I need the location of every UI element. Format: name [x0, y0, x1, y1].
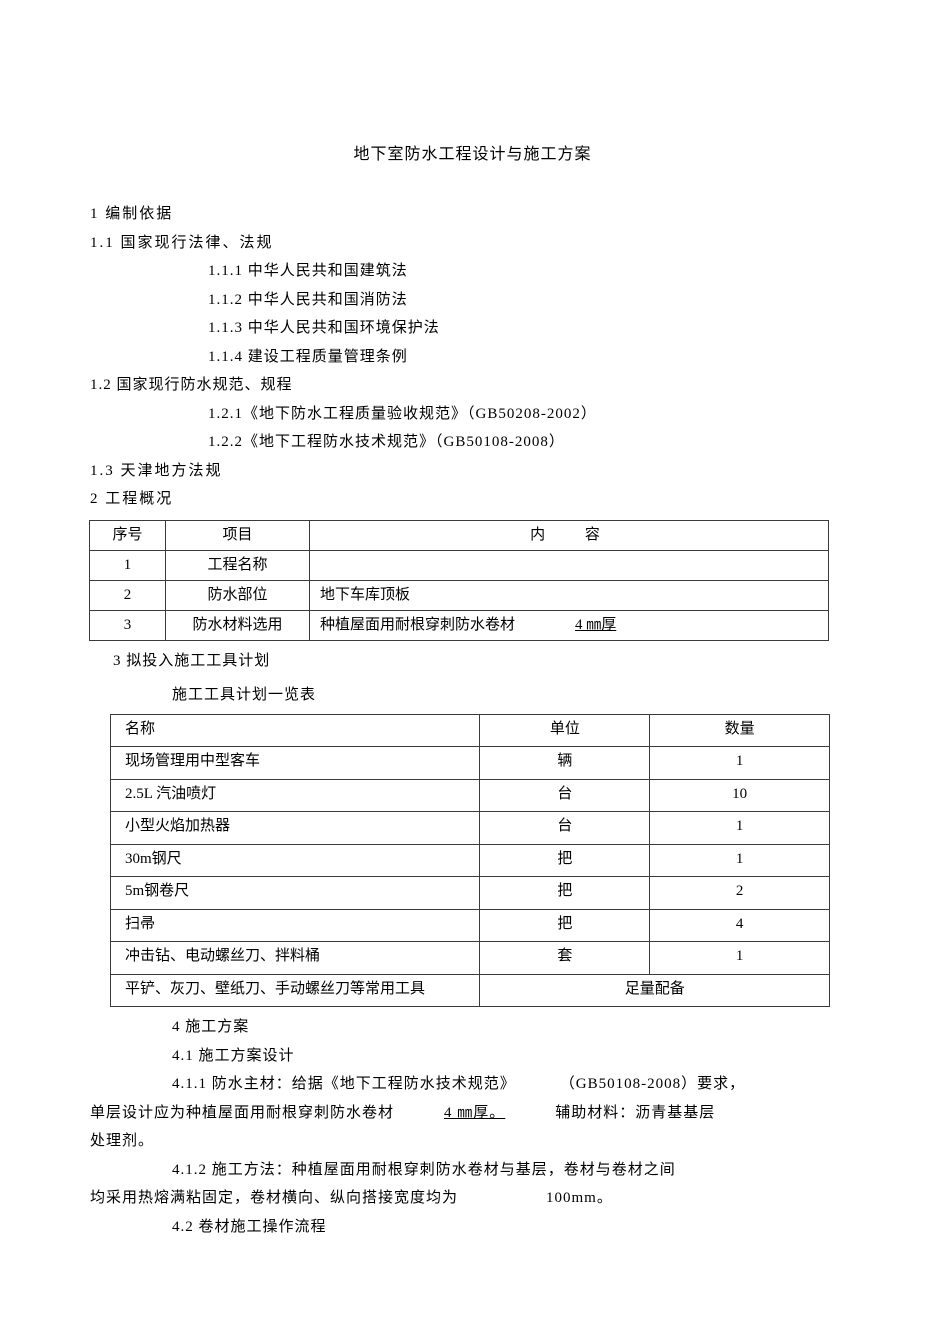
table2-caption: 施工工具计划一览表: [172, 681, 855, 710]
section-4-1: 4.1 施工方案设计: [172, 1042, 855, 1071]
cell-qty: 足量配备: [480, 974, 830, 1007]
cell-project: 工程名称: [166, 550, 310, 580]
cell-qty: 4: [650, 909, 830, 942]
item-1-1-3: 1.1.3 中华人民共和国环境保护法: [208, 314, 855, 343]
table-row: 2.5L 汽油喷灯 台 10: [111, 779, 830, 812]
text: （GB50108-2008）要求，: [560, 1076, 745, 1092]
material-name: 种植屋面用耐根穿刺防水卷材: [320, 617, 515, 633]
section-2: 2 工程概况: [90, 485, 855, 514]
item-1-2-2: 1.2.2《地下工程防水技术规范》（GB50108-2008）: [208, 428, 855, 457]
item-1-1-1: 1.1.1 中华人民共和国建筑法: [208, 257, 855, 286]
header-project: 项目: [166, 520, 310, 550]
cell-content: 种植屋面用耐根穿刺防水卷材 4 ㎜厚: [310, 610, 829, 640]
table-row: 平铲、灰刀、壁纸刀、手动螺丝刀等常用工具 足量配备: [111, 974, 830, 1007]
cell-qty: 1: [650, 844, 830, 877]
para-4-1-1-line2: 单层设计应为种植屋面用耐根穿刺防水卷材 4 ㎜厚。 辅助材料：沥青基基层: [90, 1099, 855, 1128]
text: 均采用热熔满粘固定，卷材横向、纵向搭接宽度均为: [90, 1190, 458, 1206]
section-1-1: 1.1 国家现行法律、法规: [90, 229, 855, 258]
table-row: 名称 单位 数量: [111, 714, 830, 747]
text: 100mm。: [546, 1190, 613, 1206]
item-1-1-2: 1.1.2 中华人民共和国消防法: [208, 286, 855, 315]
cell-name: 2.5L 汽油喷灯: [111, 779, 480, 812]
section-4-2: 4.2 卷材施工操作流程: [172, 1213, 855, 1242]
table-row: 小型火焰加热器 台 1: [111, 812, 830, 845]
table-row: 现场管理用中型客车 辆 1: [111, 747, 830, 780]
text: 辅助材料：沥青基基层: [555, 1105, 715, 1121]
para-4-1-1-line3: 处理剂。: [90, 1127, 855, 1156]
table-row: 序号 项目 内 容: [90, 520, 829, 550]
thickness-underline: 4 ㎜厚。: [444, 1105, 505, 1121]
cell-project: 防水材料选用: [166, 610, 310, 640]
list-1-1: 1.1.1 中华人民共和国建筑法 1.1.2 中华人民共和国消防法 1.1.3 …: [208, 257, 855, 371]
cell-content: 地下车库顶板: [310, 580, 829, 610]
table-row: 扫帚 把 4: [111, 909, 830, 942]
cell-unit: 把: [480, 877, 650, 910]
section-4: 4 施工方案: [172, 1013, 855, 1042]
cell-name: 小型火焰加热器: [111, 812, 480, 845]
section-3: 3 拟投入施工工具计划: [113, 647, 855, 676]
cell-unit: 台: [480, 779, 650, 812]
section-1-2: 1.2 国家现行防水规范、规程: [90, 371, 855, 400]
cell-name: 现场管理用中型客车: [111, 747, 480, 780]
section-1: 1 编制依据: [90, 200, 855, 229]
cell-qty: 2: [650, 877, 830, 910]
table-row: 3 防水材料选用 种植屋面用耐根穿刺防水卷材 4 ㎜厚: [90, 610, 829, 640]
header-qty: 数量: [650, 714, 830, 747]
cell-qty: 1: [650, 747, 830, 780]
cell-name: 5m钢卷尺: [111, 877, 480, 910]
text: 4.1.1 防水主材：给据《地下工程防水技术规范》: [172, 1076, 516, 1092]
section-1-3: 1.3 天津地方法规: [90, 457, 855, 486]
header-unit: 单位: [480, 714, 650, 747]
header-seq: 序号: [90, 520, 166, 550]
cell-content: [310, 550, 829, 580]
cell-qty: 10: [650, 779, 830, 812]
cell-qty: 1: [650, 812, 830, 845]
project-overview-table: 序号 项目 内 容 1 工程名称 2 防水部位 地下车库顶板 3 防水材料选用 …: [89, 520, 829, 641]
item-1-2-1: 1.2.1《地下防水工程质量验收规范》（GB50208-2002）: [208, 400, 855, 429]
header-content: 内 容: [310, 520, 829, 550]
cell-qty: 1: [650, 942, 830, 975]
para-4-1-1: 4.1.1 防水主材：给据《地下工程防水技术规范》 （GB50108-2008）要…: [172, 1070, 855, 1099]
para-4-1-2-line2: 均采用热熔满粘固定，卷材横向、纵向搭接宽度均为 100mm。: [90, 1184, 855, 1213]
list-1-2: 1.2.1《地下防水工程质量验收规范》（GB50208-2002） 1.2.2《…: [208, 400, 855, 457]
table-row: 30m钢尺 把 1: [111, 844, 830, 877]
cell-project: 防水部位: [166, 580, 310, 610]
cell-name: 扫帚: [111, 909, 480, 942]
cell-unit: 辆: [480, 747, 650, 780]
cell-unit: 套: [480, 942, 650, 975]
page-title: 地下室防水工程设计与施工方案: [90, 140, 855, 170]
cell-seq: 1: [90, 550, 166, 580]
cell-seq: 2: [90, 580, 166, 610]
table-row: 1 工程名称: [90, 550, 829, 580]
cell-name: 冲击钻、电动螺丝刀、拌料桶: [111, 942, 480, 975]
item-1-1-4: 1.1.4 建设工程质量管理条例: [208, 343, 855, 372]
cell-unit: 把: [480, 909, 650, 942]
cell-name: 30m钢尺: [111, 844, 480, 877]
material-thickness: 4 ㎜厚: [575, 617, 616, 633]
header-name: 名称: [111, 714, 480, 747]
table-row: 冲击钻、电动螺丝刀、拌料桶 套 1: [111, 942, 830, 975]
tools-table: 名称 单位 数量 现场管理用中型客车 辆 1 2.5L 汽油喷灯 台 10 小型…: [110, 714, 830, 1008]
cell-name: 平铲、灰刀、壁纸刀、手动螺丝刀等常用工具: [111, 974, 480, 1007]
cell-unit: 把: [480, 844, 650, 877]
table-row: 5m钢卷尺 把 2: [111, 877, 830, 910]
cell-unit: 台: [480, 812, 650, 845]
text: 单层设计应为种植屋面用耐根穿刺防水卷材: [90, 1105, 394, 1121]
cell-seq: 3: [90, 610, 166, 640]
para-4-1-2: 4.1.2 施工方法：种植屋面用耐根穿刺防水卷材与基层，卷材与卷材之间: [172, 1156, 855, 1185]
table-row: 2 防水部位 地下车库顶板: [90, 580, 829, 610]
